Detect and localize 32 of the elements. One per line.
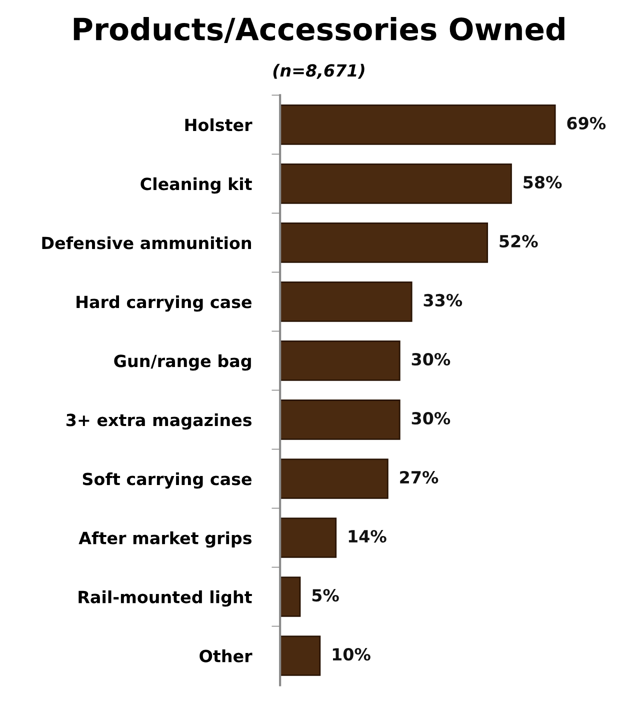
y-tick-label: Rail-mounted light	[78, 590, 252, 607]
data-label: 33%	[424, 294, 462, 307]
y-tick-label: Other	[200, 649, 252, 662]
data-label: 30%	[412, 412, 450, 425]
data-label: 27%	[400, 470, 438, 484]
bar	[280, 458, 388, 499]
bar	[280, 282, 412, 322]
data-label: 14%	[348, 530, 386, 543]
chart-title: Products/Accessories Owned	[74, 16, 564, 43]
y-tick-label: Hard carrying case	[76, 295, 252, 312]
y-tick-label: Defensive ammunition	[42, 236, 251, 250]
y-tick-label: Holster	[185, 118, 252, 132]
bar	[280, 400, 400, 440]
data-label: 69%	[567, 116, 606, 130]
bar	[280, 222, 488, 263]
data-label: 58%	[524, 176, 562, 189]
chart-subtitle: (n=8,671)	[273, 64, 364, 79]
bar	[280, 636, 321, 676]
bar	[280, 164, 512, 204]
y-tick-label: After market grips	[78, 531, 252, 548]
bar	[280, 576, 301, 617]
data-label: 52%	[500, 234, 538, 248]
data-label: 30%	[412, 352, 450, 366]
data-label: 5%	[312, 588, 339, 602]
data-label: 10%	[332, 648, 370, 661]
y-tick-label: 3+ extra magazines	[66, 413, 252, 430]
y-tick-label: Soft carrying case	[82, 472, 252, 489]
bar	[280, 104, 556, 145]
bar	[280, 340, 400, 381]
bar	[280, 518, 337, 558]
y-tick-label: Gun/range bag	[114, 354, 251, 371]
y-tick-label: Cleaning kit	[140, 177, 252, 194]
